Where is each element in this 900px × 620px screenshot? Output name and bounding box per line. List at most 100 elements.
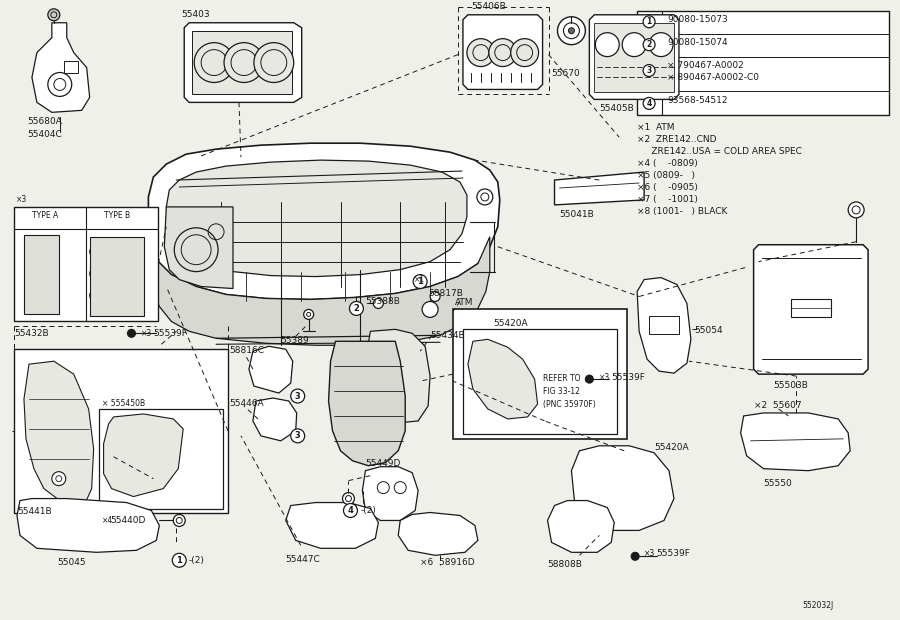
- Circle shape: [430, 291, 440, 301]
- Text: 55550: 55550: [763, 479, 792, 488]
- Text: FIG 33-12: FIG 33-12: [543, 387, 580, 396]
- Text: 2: 2: [354, 304, 359, 313]
- Text: ×7 (    -1001): ×7 ( -1001): [637, 195, 698, 204]
- Text: 552032J: 552032J: [802, 601, 833, 610]
- Polygon shape: [468, 339, 537, 419]
- Text: 3: 3: [646, 66, 652, 75]
- Circle shape: [631, 552, 639, 560]
- Text: 2: 2: [646, 40, 652, 49]
- Text: 55503B: 55503B: [773, 381, 808, 390]
- Circle shape: [644, 97, 655, 109]
- Text: 55404C: 55404C: [27, 130, 62, 140]
- Text: 55440D: 55440D: [111, 516, 146, 526]
- Circle shape: [344, 503, 357, 518]
- Circle shape: [644, 64, 655, 76]
- Bar: [14, 349, 228, 513]
- Text: TYPE A: TYPE A: [32, 211, 58, 220]
- Bar: [453, 309, 627, 439]
- Circle shape: [374, 298, 383, 308]
- Polygon shape: [148, 220, 490, 345]
- Text: 55420A: 55420A: [654, 443, 688, 452]
- Polygon shape: [753, 245, 868, 374]
- Text: 55054: 55054: [694, 326, 723, 335]
- Text: 55447C: 55447C: [286, 556, 320, 564]
- Circle shape: [595, 33, 619, 56]
- Text: 58816C: 58816C: [229, 346, 264, 355]
- Text: ×4 (    -0809): ×4 ( -0809): [637, 159, 698, 168]
- Text: 55441B: 55441B: [17, 507, 51, 515]
- Text: 55389: 55389: [281, 336, 310, 345]
- Text: 55045: 55045: [57, 558, 86, 567]
- Text: × 790467-A0002: × 790467-A0002: [667, 61, 743, 69]
- Text: ×6 (    -0905): ×6 ( -0905): [637, 183, 698, 192]
- Polygon shape: [32, 23, 90, 112]
- Circle shape: [224, 43, 264, 82]
- Text: ×3: ×3: [599, 373, 610, 382]
- Polygon shape: [594, 23, 674, 92]
- Circle shape: [128, 329, 135, 337]
- Circle shape: [172, 553, 186, 567]
- Text: 90080-15074: 90080-15074: [667, 38, 727, 46]
- Polygon shape: [398, 513, 478, 556]
- Text: ×1: ×1: [414, 275, 426, 283]
- Bar: [44, 275, 52, 286]
- Text: 55446A: 55446A: [229, 399, 264, 408]
- Circle shape: [254, 43, 293, 82]
- Text: 55403: 55403: [181, 10, 210, 19]
- Text: 55405B: 55405B: [599, 104, 634, 113]
- Text: 55388B: 55388B: [365, 298, 400, 306]
- Circle shape: [291, 389, 305, 403]
- Text: ×3: ×3: [16, 195, 27, 204]
- Polygon shape: [148, 143, 500, 299]
- Bar: [24, 235, 58, 314]
- Text: 55406B: 55406B: [471, 2, 506, 11]
- Polygon shape: [253, 398, 297, 441]
- Polygon shape: [17, 498, 159, 552]
- Text: 55539F: 55539F: [611, 373, 645, 382]
- Polygon shape: [328, 341, 405, 466]
- Bar: [32, 257, 40, 268]
- Text: 55670: 55670: [552, 69, 581, 78]
- Polygon shape: [193, 31, 292, 94]
- Text: × 890467-A0002-C0: × 890467-A0002-C0: [667, 73, 759, 81]
- Bar: [90, 237, 144, 316]
- Bar: [649, 316, 679, 334]
- Bar: [463, 329, 617, 434]
- Text: 3: 3: [295, 432, 301, 440]
- Polygon shape: [463, 15, 543, 89]
- Circle shape: [343, 492, 355, 505]
- Text: 55041B: 55041B: [560, 210, 594, 219]
- Bar: [44, 239, 52, 250]
- Polygon shape: [165, 207, 233, 288]
- Text: ZRE142..USA = COLD AREA SPEC: ZRE142..USA = COLD AREA SPEC: [637, 147, 802, 156]
- Polygon shape: [286, 503, 378, 548]
- Polygon shape: [365, 329, 430, 423]
- Text: 55434B: 55434B: [430, 331, 464, 340]
- Circle shape: [413, 275, 428, 288]
- Circle shape: [848, 202, 864, 218]
- Polygon shape: [637, 278, 691, 373]
- Text: ×2  55607: ×2 55607: [753, 401, 801, 410]
- Bar: [64, 61, 77, 73]
- Text: 55432B: 55432B: [14, 329, 49, 339]
- Polygon shape: [554, 172, 644, 205]
- Text: 55539F: 55539F: [656, 549, 690, 559]
- Circle shape: [194, 43, 234, 82]
- Circle shape: [174, 515, 185, 526]
- Circle shape: [644, 16, 655, 28]
- Polygon shape: [741, 413, 850, 471]
- Text: ×4: ×4: [102, 516, 112, 526]
- Text: 55420A: 55420A: [493, 319, 527, 329]
- Polygon shape: [166, 160, 467, 277]
- Text: -(2): -(2): [360, 506, 376, 515]
- Circle shape: [349, 301, 364, 316]
- Text: 90080-15073: 90080-15073: [667, 15, 728, 24]
- Text: TYPE B: TYPE B: [104, 211, 130, 220]
- Circle shape: [48, 9, 59, 20]
- Text: × 555450B: × 555450B: [102, 399, 145, 408]
- Circle shape: [489, 38, 517, 66]
- Circle shape: [467, 38, 495, 66]
- Polygon shape: [572, 446, 674, 531]
- Circle shape: [649, 33, 673, 56]
- Text: ×3: ×3: [644, 549, 655, 559]
